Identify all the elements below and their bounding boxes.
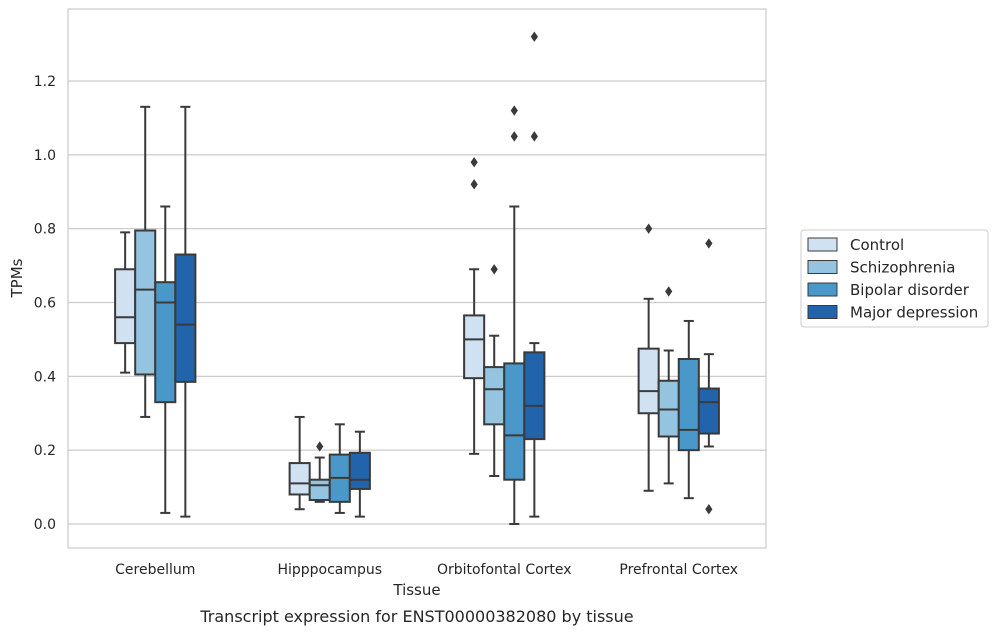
legend-swatch <box>807 237 838 252</box>
box-body <box>288 462 311 496</box>
y-tick-label: 1.2 <box>34 74 56 90</box>
legend-swatch <box>807 260 838 274</box>
outlier-point <box>705 238 713 249</box>
outlier-point <box>490 264 498 275</box>
box-body <box>503 362 526 481</box>
box-schizophrenia <box>483 264 506 478</box>
plot-frame <box>67 8 767 549</box>
outlier-point <box>510 105 518 116</box>
outlier-point <box>316 441 324 452</box>
y-tick-label: 0.0 <box>34 517 56 533</box>
box-major-depression <box>697 238 720 515</box>
box-control <box>463 157 486 455</box>
box-body <box>483 366 506 426</box>
y-tick-label: 1.0 <box>34 148 56 164</box>
box-body <box>463 314 486 380</box>
box-body <box>637 347 660 415</box>
x-tick-label: Prefrontal Cortex <box>619 562 738 578</box>
outlier-point <box>470 179 478 190</box>
outlier-point <box>705 504 713 515</box>
box-major-depression <box>523 31 546 518</box>
x-axis-label: Tissue <box>392 581 440 599</box>
box-body <box>154 281 177 404</box>
box-control <box>637 223 660 492</box>
legend-swatch <box>807 305 838 319</box>
y-tick-label: 0.8 <box>34 222 56 238</box>
legend-label: Bipolar disorder <box>850 281 970 299</box>
box-body <box>677 357 700 452</box>
box-body <box>114 268 137 345</box>
y-tick-label: 0.4 <box>34 369 56 385</box>
x-tick-label: Hipppocampus <box>277 562 382 578</box>
outlier-point <box>530 131 538 142</box>
x-tick-label: Cerebellum <box>115 562 195 578</box>
box-body <box>697 387 720 435</box>
box-bipolar-disorder <box>503 105 526 526</box>
legend-frame <box>800 229 989 328</box>
box-body <box>523 351 546 441</box>
plot-area <box>68 9 766 548</box>
box-major-depression <box>174 105 197 518</box>
legend-label: Control <box>850 236 904 254</box>
x-tick-label: Orbitofontal Cortex <box>437 562 572 578</box>
y-tick-label: 0.6 <box>34 295 56 311</box>
outlier-point <box>470 157 478 168</box>
box-bipolar-disorder <box>154 205 177 514</box>
legend-label: Schizophrenia <box>850 259 955 277</box>
x-tick-labels: Cerebellum Hipppocampus Orbitofontal Corte… <box>115 562 738 578</box>
box-body <box>174 253 197 383</box>
outlier-point <box>665 286 673 297</box>
box-body <box>348 451 371 490</box>
y-tick-labels: 0.0 0.2 0.4 0.6 0.8 1.0 1.2 <box>34 74 56 533</box>
legend: Control Schizophrenia Bipolar disorder Majo… <box>800 229 989 328</box>
outlier-point <box>510 131 518 142</box>
y-axis-label: TPMs <box>8 258 26 298</box>
chart-caption: Transcript expression for ENST0000038208… <box>199 607 633 626</box>
legend-swatch <box>807 282 838 297</box>
box-body <box>134 229 157 376</box>
box-series <box>114 31 720 526</box>
outlier-point <box>530 31 538 42</box>
box-control <box>288 415 311 511</box>
outlier-point <box>645 223 653 234</box>
y-tick-label: 0.2 <box>34 443 56 459</box>
box-body <box>308 478 331 502</box>
legend-label: Major depression <box>850 304 978 322</box>
box-major-depression <box>348 430 371 518</box>
